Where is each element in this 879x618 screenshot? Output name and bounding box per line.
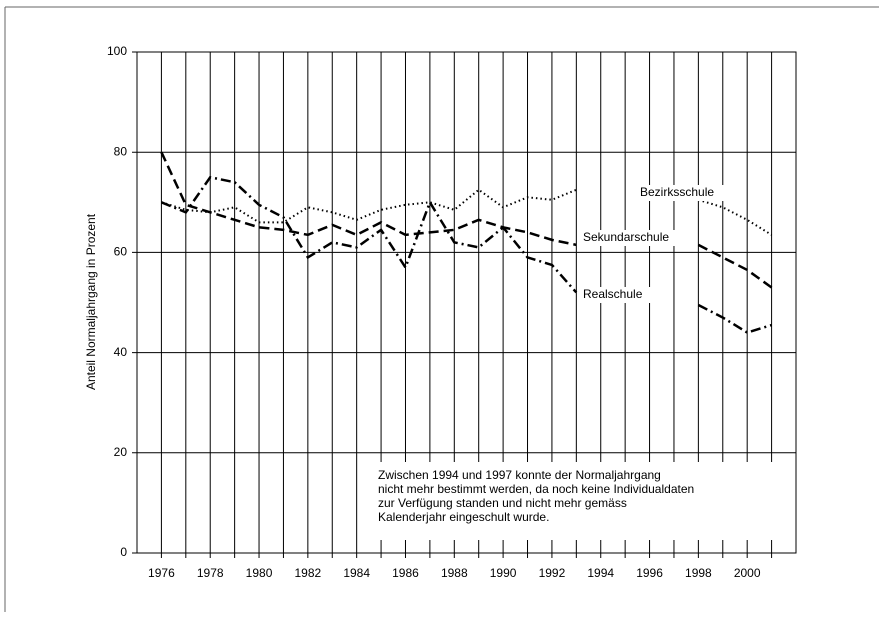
x-tick-label: 1990 <box>490 566 517 580</box>
series-line <box>161 188 773 236</box>
x-tick-label: 1998 <box>685 566 712 580</box>
x-tick-label: 1986 <box>392 566 419 580</box>
x-tick-label: 2000 <box>734 566 761 580</box>
y-tick-label: 0 <box>120 545 127 559</box>
y-tick-label: 20 <box>114 445 128 459</box>
annotation-box <box>370 462 780 540</box>
annotation: zur Verfügung standen und nicht mehr gem… <box>378 496 627 510</box>
series-label: Realschule <box>583 287 643 301</box>
y-axis-label: Anteil Normaljahrgang in Prozent <box>84 213 98 390</box>
series-line <box>160 175 772 334</box>
x-tick-label: 1988 <box>441 566 468 580</box>
x-tick-label: 1994 <box>587 566 614 580</box>
series-label-bg <box>580 230 682 246</box>
y-tick-label: 60 <box>114 245 128 259</box>
y-tick-label: 80 <box>114 144 128 158</box>
annotation: nicht mehr bestimmt werden, da noch kein… <box>378 482 694 496</box>
y-tick-label: 40 <box>114 345 128 359</box>
x-tick-label: 1978 <box>197 566 224 580</box>
x-tick-label: 1996 <box>636 566 663 580</box>
series-label-bg <box>637 185 732 201</box>
series-label: Sekundarschule <box>583 230 669 244</box>
x-tick-label: 1984 <box>343 566 370 580</box>
x-tick-label: 1980 <box>246 566 273 580</box>
x-tick-label: 1976 <box>148 566 175 580</box>
series-line <box>160 151 773 289</box>
series-label-bg <box>580 287 654 303</box>
annotation: Kalenderjahr eingeschult wurde. <box>378 510 549 524</box>
x-tick-label: 1992 <box>539 566 566 580</box>
x-tick-label: 1982 <box>295 566 322 580</box>
annotation: Zwischen 1994 und 1997 konnte der Normal… <box>378 468 661 482</box>
y-tick-label: 100 <box>107 44 127 58</box>
series-label: Bezirksschule <box>640 185 714 199</box>
